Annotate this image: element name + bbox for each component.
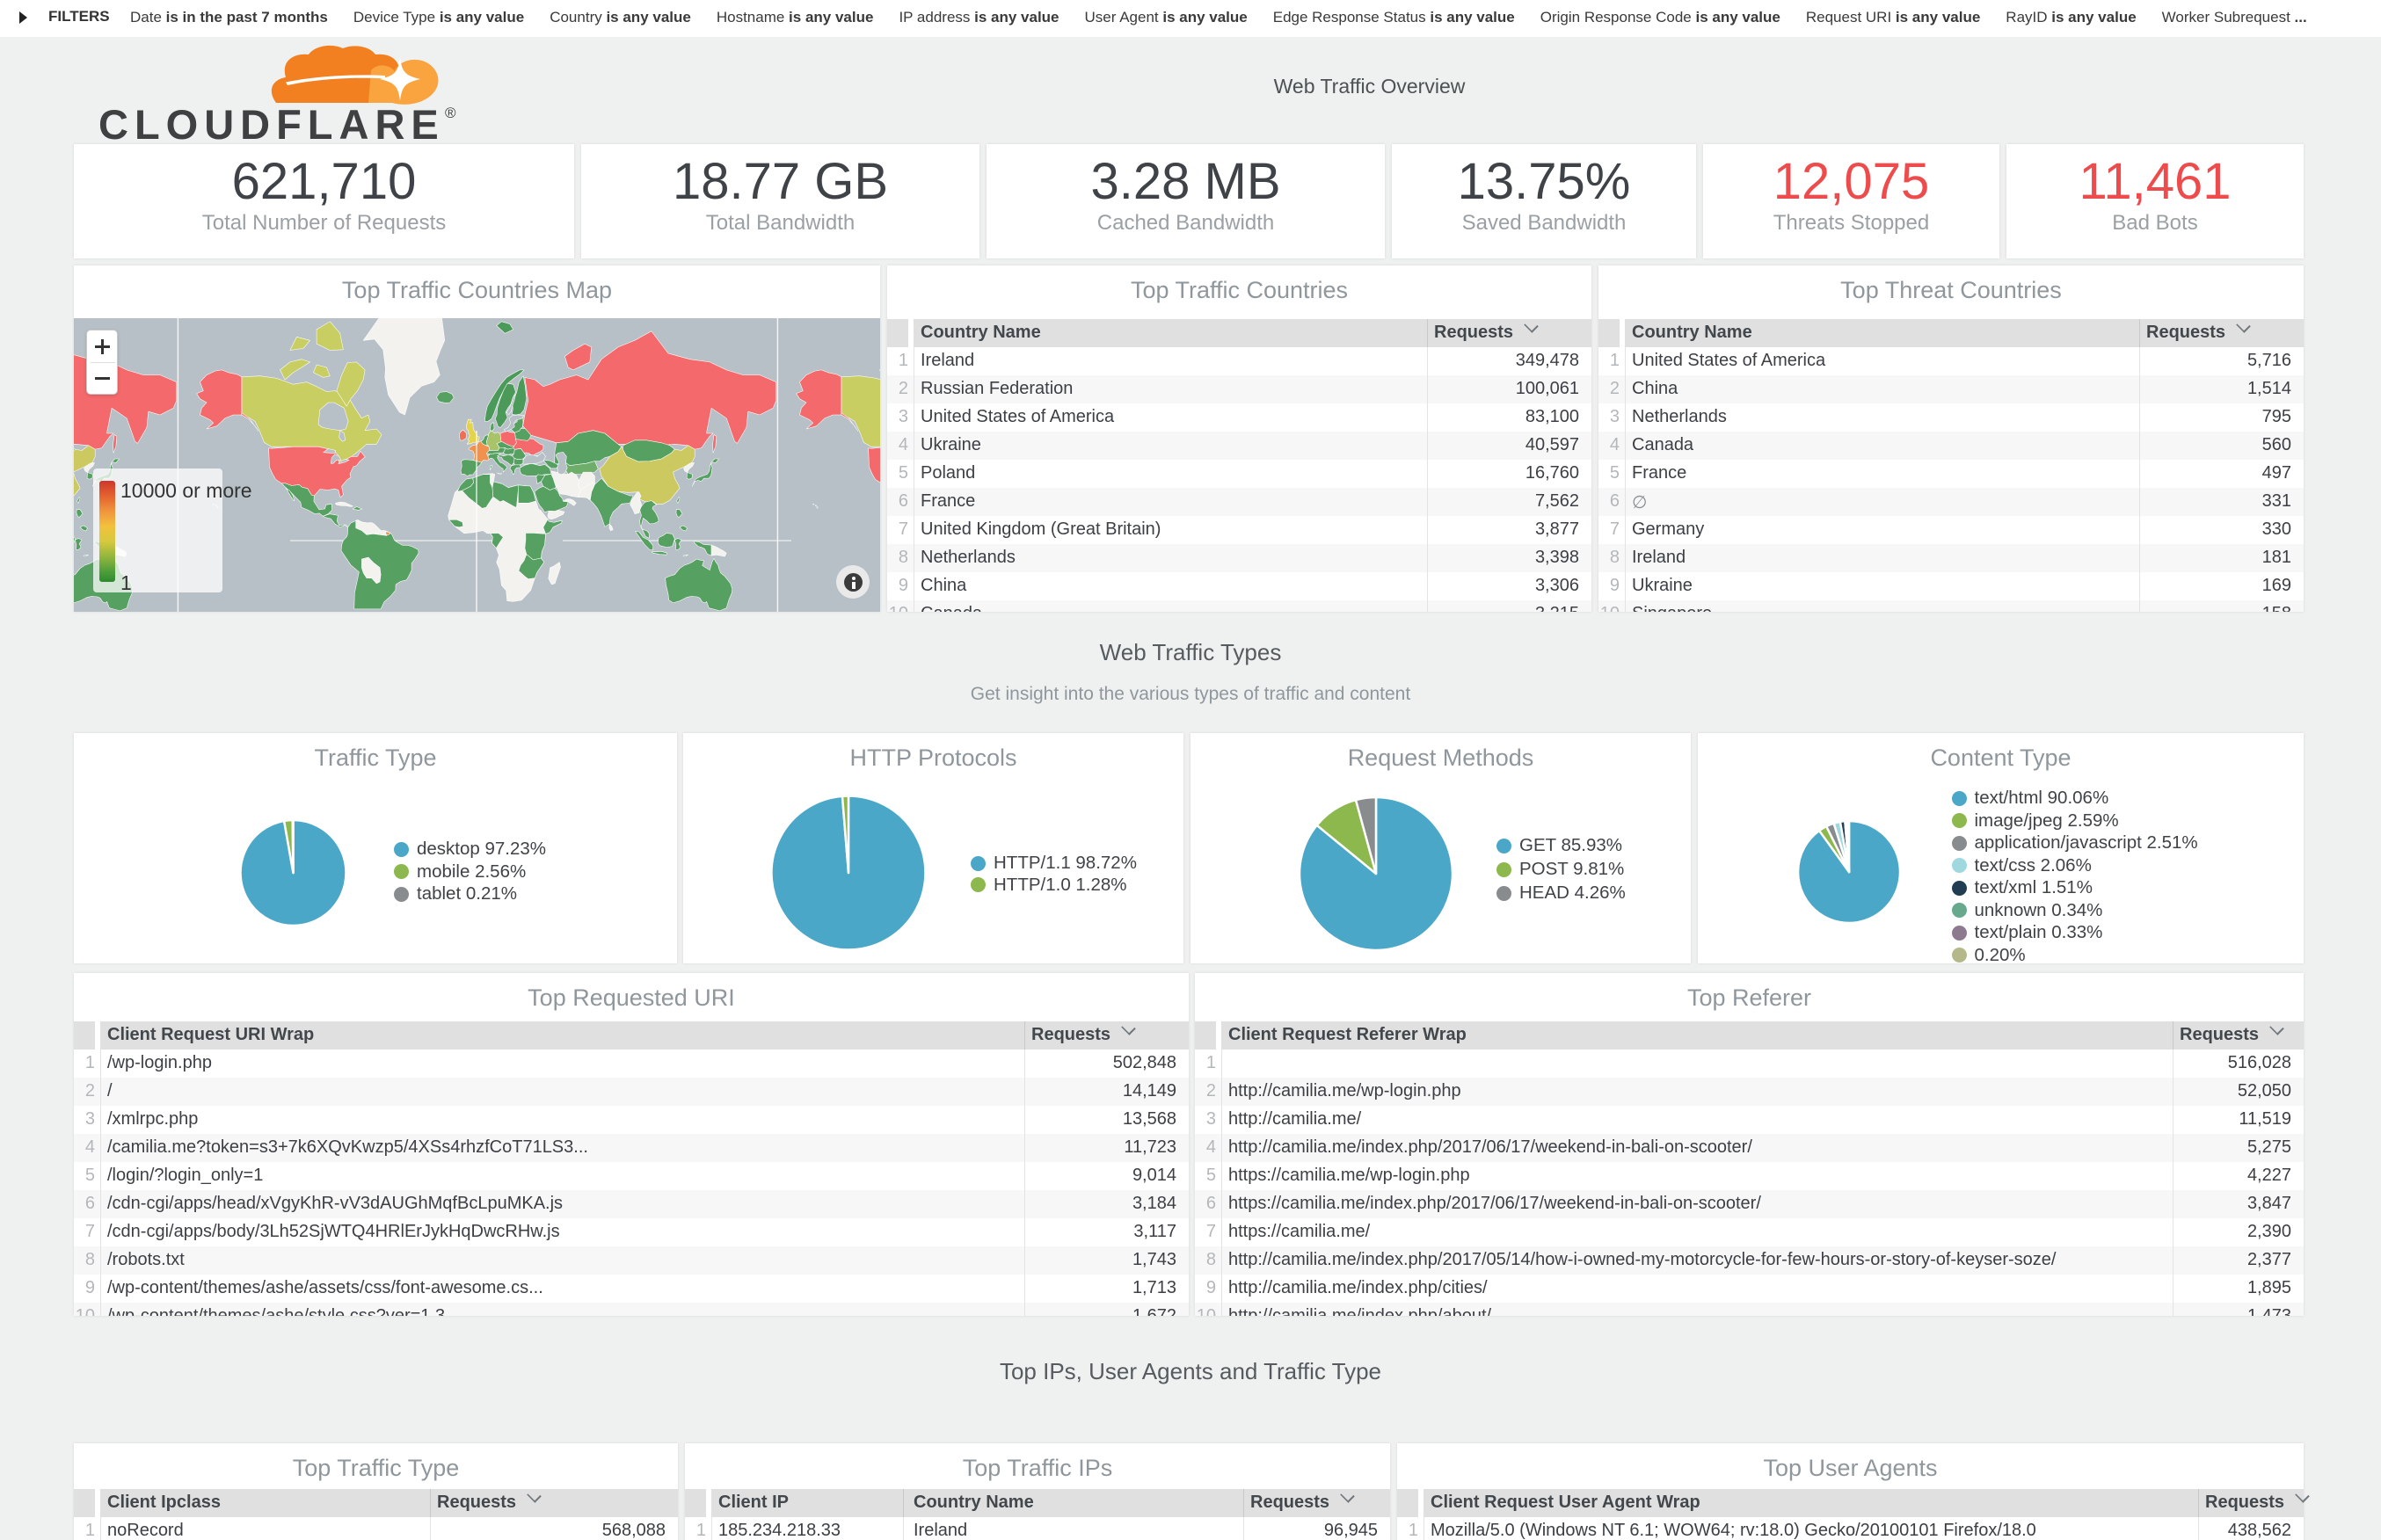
svg-text:CLOUDFLARE: CLOUDFLARE (98, 101, 445, 148)
svg-text:®: ® (445, 105, 456, 121)
